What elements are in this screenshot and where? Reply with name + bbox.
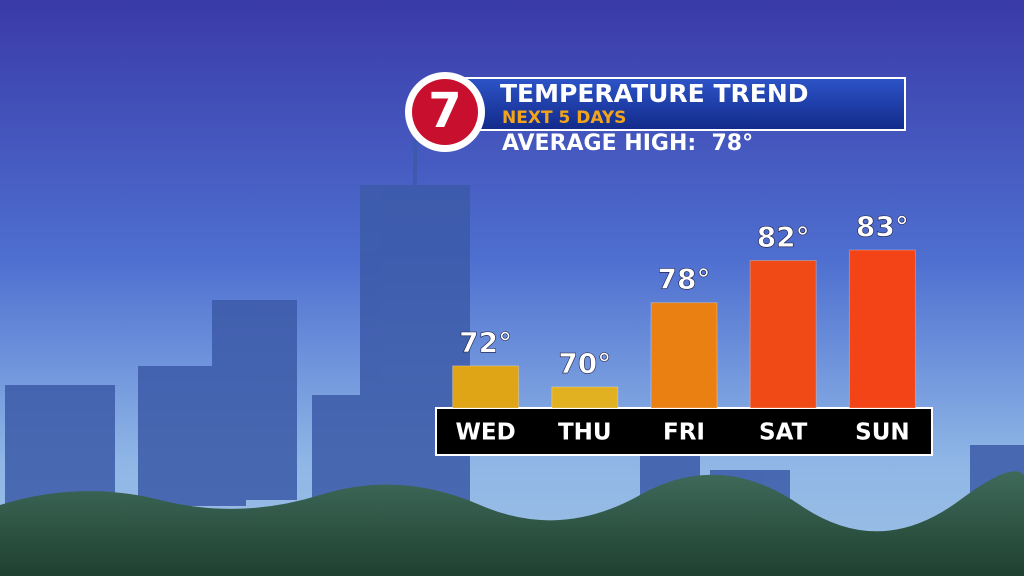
x-tick-label: WED — [456, 420, 516, 446]
value-label: 70° — [558, 347, 611, 380]
label-strip — [435, 407, 933, 456]
bar — [848, 249, 916, 409]
logo-text: 7 — [428, 83, 461, 139]
chart-title: TEMPERATURE TREND — [500, 79, 809, 108]
bar — [650, 302, 718, 409]
value-label: 72° — [459, 326, 512, 359]
value-label: 82° — [757, 221, 810, 254]
chart-subtitle: NEXT 5 DAYS — [502, 108, 626, 128]
x-tick-label: SAT — [759, 420, 808, 446]
annotation: AVERAGE HIGH: 78° — [502, 131, 753, 156]
trees — [0, 471, 1024, 576]
bar — [452, 365, 520, 409]
x-tick-label: SUN — [855, 420, 910, 446]
value-label: 83° — [856, 210, 909, 243]
logo — [412, 79, 478, 145]
x-tick-label: THU — [558, 420, 612, 446]
x-tick-label: FRI — [663, 420, 705, 446]
value-label: 78° — [658, 263, 711, 296]
bar — [749, 260, 817, 409]
bar — [551, 386, 619, 409]
